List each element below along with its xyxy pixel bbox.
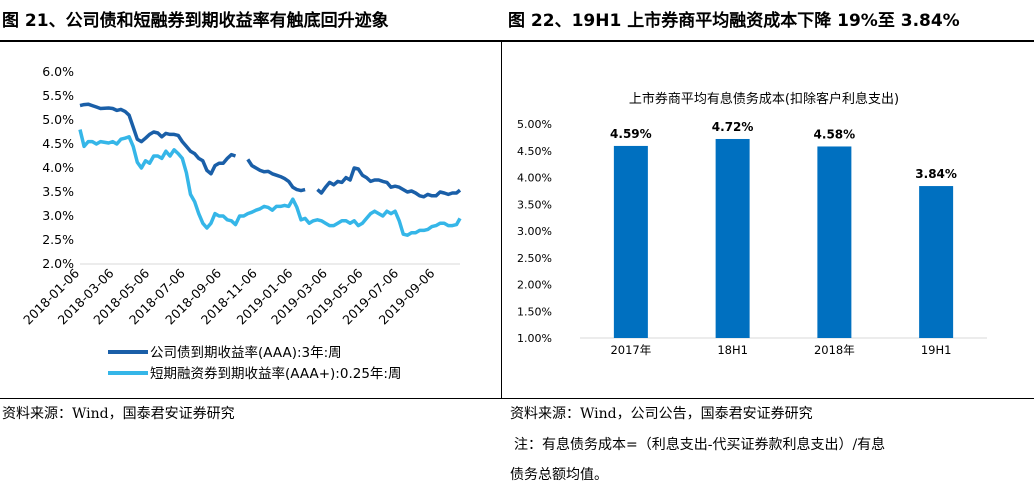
y-tick-label: 1.50% [517, 305, 552, 318]
y-tick-label: 3.5% [42, 184, 74, 199]
right-source-note: 资料来源：Wind，公司公告，国泰君安证券研究 [510, 406, 813, 422]
x-category-label: 2017年 [610, 343, 651, 357]
y-tick-label: 3.0% [42, 208, 74, 223]
x-category-label: 2018年 [814, 343, 855, 357]
legend-label: 公司债到期收益率(AAA):3年:周 [150, 344, 342, 361]
y-tick-label: 4.5% [42, 136, 74, 151]
x-category-label: 18H1 [717, 343, 748, 357]
bar-data-label: 3.84% [915, 167, 957, 181]
bar-data-label: 4.72% [712, 120, 754, 134]
top-rule [0, 40, 1034, 42]
legend-label: 短期融资券到期收益率(AAA+):0.25年:周 [150, 365, 401, 382]
y-tick-label: 5.00% [517, 118, 552, 131]
bar [817, 146, 852, 338]
y-tick-label: 1.00% [517, 332, 552, 345]
y-tick-label: 4.50% [517, 145, 552, 158]
bar-chart-title: 上市券商平均有息债务成本(扣除客户利息支出) [629, 91, 899, 107]
y-tick-label: 5.5% [42, 88, 74, 103]
y-tick-label: 2.00% [517, 279, 552, 292]
bar [715, 138, 750, 338]
corporate-bond-yield-line [79, 102, 462, 199]
left-source-note: 资料来源：Wind，国泰君安证券研究 [2, 406, 235, 422]
right-footnote-line1: 注：有息债务成本=（利息支出-代买证券款利息支出）/有息 [514, 437, 886, 453]
y-tick-label: 3.00% [517, 225, 552, 238]
bar-data-label: 4.58% [814, 127, 856, 141]
y-tick-label: 4.00% [517, 172, 552, 185]
y-tick-label: 2.0% [42, 256, 74, 271]
left-figure-title: 图 21、公司债和短融券到期收益率有触底回升迹象 [2, 11, 389, 31]
column-divider [501, 40, 502, 398]
yield-line-chart: 6.0%5.5%5.0%4.5%4.0%3.5%3.0%2.5%2.0%2018… [20, 64, 462, 382]
bar [613, 145, 648, 338]
y-tick-label: 5.0% [42, 112, 74, 127]
bar-data-label: 4.59% [610, 127, 652, 141]
short-term-bill-yield-line [78, 129, 462, 237]
y-tick-label: 4.0% [42, 160, 74, 175]
y-tick-label: 3.50% [517, 198, 552, 211]
right-figure-title: 图 22、19H1 上市券商平均融资成本下降 19%至 3.84% [508, 11, 960, 31]
bar [919, 186, 954, 338]
y-tick-label: 2.50% [517, 252, 552, 265]
y-tick-label: 2.5% [42, 232, 74, 247]
y-tick-label: 6.0% [42, 64, 74, 79]
bottom-rule [0, 398, 1034, 399]
x-category-label: 19H1 [921, 343, 952, 357]
financing-cost-bar-chart: 上市券商平均有息债务成本(扣除客户利息支出) 5.00% 4.50% 4.00% 3.5… [517, 91, 987, 357]
right-footnote-line2: 债务总额均值。 [510, 467, 608, 483]
